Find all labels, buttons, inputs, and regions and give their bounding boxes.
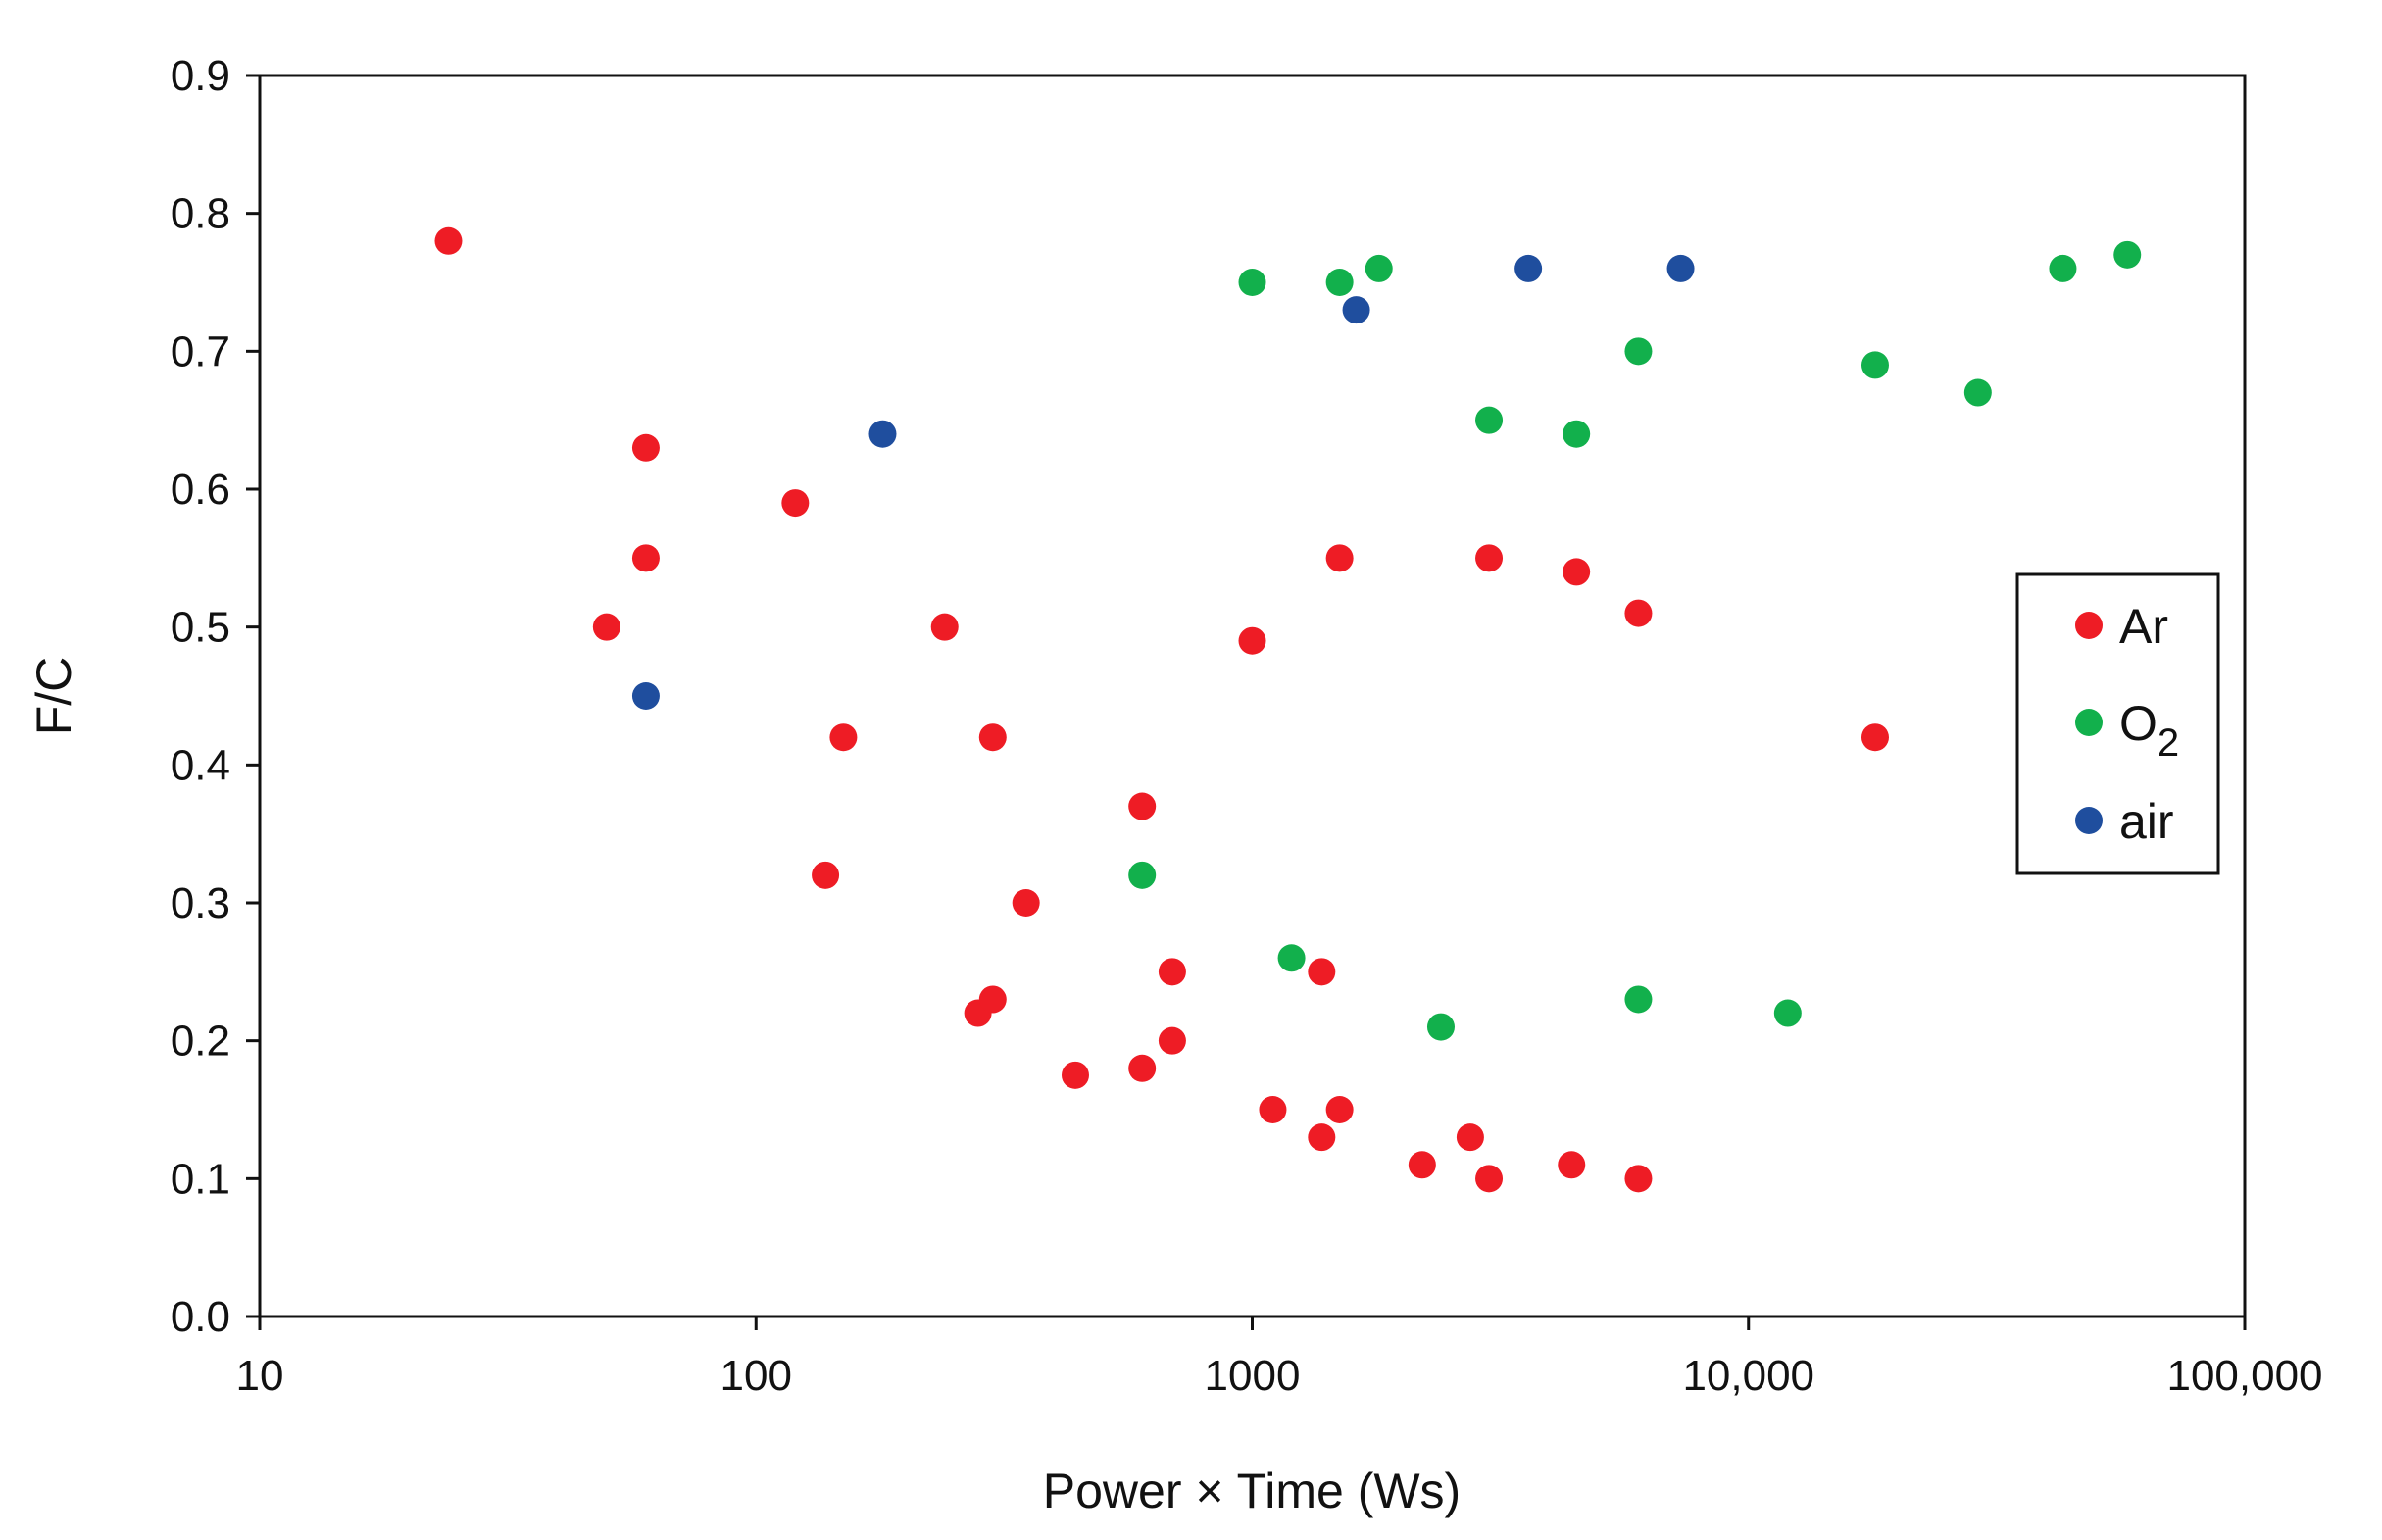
- y-tick-label: 0.7: [171, 327, 230, 375]
- data-point-o2: [1624, 985, 1653, 1014]
- data-point-air: [1342, 296, 1370, 324]
- data-point-ar: [1061, 1061, 1089, 1089]
- y-tick-label: 0.1: [171, 1155, 230, 1203]
- y-tick-label: 0.4: [171, 741, 230, 789]
- data-point-o2: [1426, 1013, 1455, 1041]
- data-point-o2: [1277, 944, 1306, 972]
- data-point-o2: [1238, 269, 1266, 296]
- y-tick-label: 0.8: [171, 190, 230, 238]
- x-tick-label: 10,000: [1682, 1352, 1814, 1400]
- data-point-ar: [1456, 1123, 1484, 1152]
- data-point-o2: [1475, 406, 1504, 434]
- legend-label-o2: O2: [2119, 696, 2179, 765]
- data-point-ar: [812, 861, 840, 889]
- y-tick-label: 0.2: [171, 1018, 230, 1066]
- data-point-ar: [1624, 1165, 1653, 1193]
- data-point-ar: [1624, 599, 1653, 627]
- data-point-ar: [1238, 626, 1266, 655]
- data-point-ar: [1158, 1026, 1186, 1055]
- y-tick-label: 0.6: [171, 466, 230, 514]
- data-point-ar: [1128, 1054, 1157, 1082]
- legend-box: [2015, 572, 2220, 875]
- data-point-air: [631, 682, 660, 710]
- data-point-o2: [1325, 269, 1354, 296]
- data-point-ar: [1475, 544, 1504, 572]
- data-point-o2: [1128, 861, 1157, 889]
- data-point-ar: [1308, 958, 1336, 986]
- y-tick-label: 0.3: [171, 879, 230, 927]
- data-point-ar: [1325, 1096, 1354, 1123]
- y-tick-label: 0.5: [171, 604, 230, 652]
- axis-ticks: 0.0 0.1 0.2 0.3 0.4 0.5 0.6 0.7 0.8 0.9 10 100 1000 1…: [171, 52, 2323, 1400]
- data-point-o2: [1963, 378, 1992, 407]
- legend: Ar O2 air: [2015, 572, 2220, 875]
- x-tick-label: 100: [720, 1352, 792, 1400]
- legend-marker-ar: [2075, 612, 2103, 639]
- data-point-o2: [1563, 420, 1591, 448]
- data-points: [434, 226, 2142, 1193]
- data-point-ar: [1012, 889, 1040, 917]
- data-point-ar: [1259, 1096, 1287, 1123]
- data-point-ar: [631, 544, 660, 572]
- y-tick-label: 0.9: [171, 52, 230, 100]
- data-point-ar: [1408, 1151, 1436, 1179]
- data-point-ar: [1563, 558, 1591, 586]
- x-tick-label: 100,000: [2166, 1352, 2322, 1400]
- data-point-ar: [1325, 544, 1354, 572]
- data-point-ar: [829, 723, 858, 752]
- data-point-ar: [1308, 1123, 1336, 1152]
- data-point-air: [1514, 254, 1543, 282]
- data-point-o2: [1624, 337, 1653, 366]
- data-point-ar: [978, 985, 1007, 1014]
- data-point-ar: [631, 433, 660, 462]
- y-tick-label: 0.0: [171, 1293, 230, 1341]
- legend-label-o2-subscript: 2: [2158, 721, 2179, 765]
- legend-label-o2-main: O: [2119, 696, 2158, 751]
- data-point-ar: [1861, 723, 1889, 752]
- data-point-air: [868, 420, 897, 448]
- data-point-ar: [930, 613, 959, 641]
- data-point-ar: [1128, 792, 1157, 820]
- data-point-ar: [434, 226, 463, 255]
- legend-label-air: air: [2119, 794, 2174, 849]
- x-axis-title: Power × Time (Ws): [1043, 1464, 1461, 1518]
- data-point-o2: [1773, 999, 1802, 1027]
- data-point-ar: [1558, 1151, 1586, 1179]
- data-point-ar: [592, 613, 620, 641]
- legend-marker-air: [2075, 807, 2103, 834]
- x-tick-label: 10: [236, 1352, 284, 1400]
- plot-area: [258, 74, 2247, 1318]
- data-point-ar: [1475, 1165, 1504, 1193]
- data-point-ar: [781, 489, 810, 518]
- data-point-o2: [2049, 254, 2077, 282]
- data-point-ar: [1158, 958, 1186, 986]
- data-point-o2: [1861, 351, 1889, 379]
- data-point-o2: [2113, 240, 2142, 269]
- data-point-ar: [978, 723, 1007, 752]
- data-point-air: [1666, 254, 1695, 282]
- data-point-o2: [1365, 254, 1393, 282]
- x-tick-label: 1000: [1205, 1352, 1301, 1400]
- legend-label-ar: Ar: [2119, 599, 2168, 654]
- legend-marker-o2: [2075, 709, 2103, 736]
- y-axis-title: F/C: [26, 657, 81, 736]
